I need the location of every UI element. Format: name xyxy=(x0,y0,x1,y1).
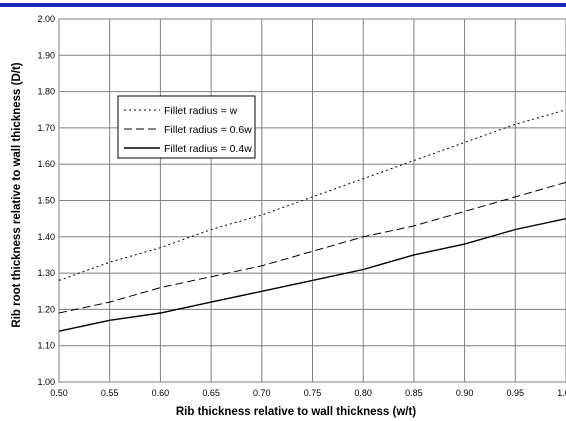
x-tick-label: 0.65 xyxy=(202,388,220,398)
series-lines xyxy=(58,109,566,332)
y-tick-label: 2.00 xyxy=(37,14,55,24)
x-tick-label: 0.90 xyxy=(456,388,474,398)
series-line xyxy=(58,109,566,281)
x-tick-label: 0.85 xyxy=(405,388,423,398)
x-axis-title: Rib thickness relative to wall thickness… xyxy=(176,406,416,418)
x-tick-label: 0.50 xyxy=(50,388,68,398)
y-tick-label: 1.80 xyxy=(37,87,55,97)
y-tick-label: 1.20 xyxy=(37,304,55,314)
legend-label: Fillet radius = w xyxy=(164,105,238,117)
x-tick-label: 0.95 xyxy=(507,388,525,398)
legend-label: Fillet radius = 0.4w xyxy=(164,143,252,155)
y-tick-label: 1.10 xyxy=(37,341,55,351)
x-tick-label: 0.55 xyxy=(101,388,119,398)
legend-label: Fillet radius = 0.6w xyxy=(164,124,252,136)
y-tick-label: 1.00 xyxy=(37,377,55,387)
y-tick-label: 1.60 xyxy=(37,159,55,169)
series-line xyxy=(58,181,566,314)
x-axis-ticks: 0.50 0.55 0.60 0.65 0.70 0.75 0.80 0.85 0.90 0.95… xyxy=(50,388,566,398)
x-tick-label: 0.80 xyxy=(354,388,372,398)
y-axis-ticks: 1.00 1.10 1.20 1.30 1.40 1.50 1.60 1.70 1.80 1.90… xyxy=(37,14,55,387)
y-tick-label: 1.40 xyxy=(37,232,55,242)
series-line xyxy=(58,218,566,332)
y-axis-title: Rib root thickness relative to wall thic… xyxy=(11,62,23,327)
x-tick-label: 0.60 xyxy=(152,388,170,398)
plot-area xyxy=(58,18,566,383)
legend: Fillet radius = w Fillet radius = 0.6w Fil… xyxy=(117,95,256,159)
y-tick-label: 1.50 xyxy=(37,196,55,206)
grid-lines xyxy=(58,18,566,383)
y-tick-label: 1.70 xyxy=(37,123,55,133)
x-tick-label: 1.00 xyxy=(557,388,566,398)
y-tick-label: 1.30 xyxy=(37,268,55,278)
y-tick-label: 1.90 xyxy=(37,50,55,60)
header-accent-bar xyxy=(0,3,566,7)
x-tick-label: 0.75 xyxy=(304,388,322,398)
x-tick-label: 0.70 xyxy=(253,388,271,398)
